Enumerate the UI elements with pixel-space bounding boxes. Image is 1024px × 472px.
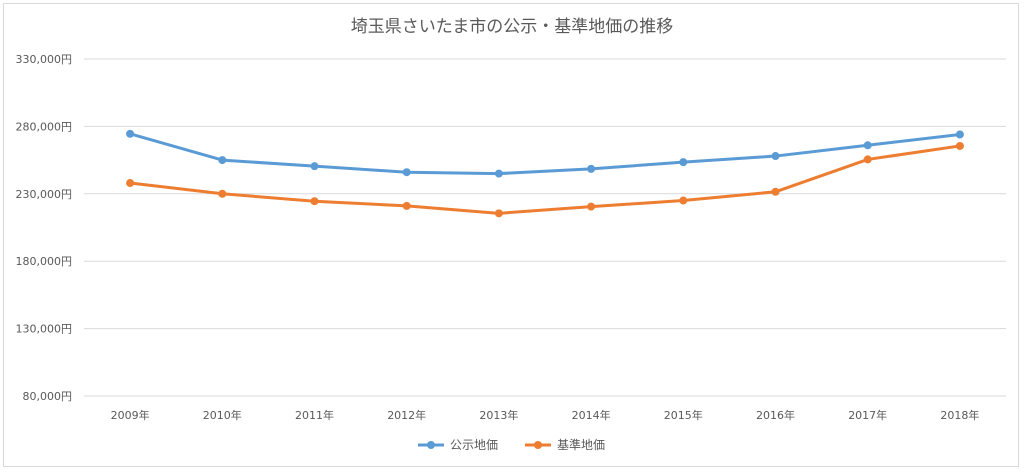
y-tick-label: 280,000円: [16, 120, 73, 133]
x-tick-label: 2011年: [295, 408, 334, 422]
series-line-1: [128, 144, 962, 215]
x-tick-label: 2009年: [111, 408, 150, 422]
data-point: [955, 141, 964, 150]
data-point: [863, 141, 872, 150]
data-point: [771, 152, 780, 161]
data-point: [863, 155, 872, 164]
x-tick-label: 2010年: [203, 408, 242, 422]
data-point: [494, 209, 503, 218]
data-point: [310, 197, 319, 206]
x-tick-label: 2017年: [848, 408, 887, 422]
x-tick-label: 2013年: [479, 408, 518, 422]
x-tick-label: 2012年: [387, 408, 426, 422]
legend-label: 公示地価: [450, 438, 498, 452]
chart-title: 埼玉県さいたま市の公示・基準地価の推移: [351, 17, 674, 37]
series-group: [126, 129, 964, 218]
x-tick-label: 2018年: [940, 408, 979, 422]
y-tick-label: 330,000円: [16, 53, 73, 66]
data-point: [587, 202, 596, 211]
x-axis-ticks: 2009年 2010年 2011年 2012年 2013年 2014年 2015年 2016年…: [111, 408, 980, 422]
data-point: [679, 158, 688, 167]
data-point: [402, 201, 411, 210]
y-tick-label: 130,000円: [16, 323, 73, 336]
x-tick-label: 2014年: [572, 408, 611, 422]
data-point: [310, 162, 319, 171]
legend-swatch-marker: [534, 441, 542, 449]
data-point: [679, 196, 688, 205]
x-tick-label: 2016年: [756, 408, 795, 422]
data-point: [955, 130, 964, 139]
data-point: [771, 187, 780, 196]
data-point: [402, 168, 411, 177]
y-tick-label: 230,000円: [16, 188, 73, 201]
y-tick-label: 80,000円: [23, 390, 73, 403]
data-point: [587, 164, 596, 173]
data-point: [126, 129, 135, 138]
data-point: [218, 189, 227, 198]
gridlines: [84, 58, 1006, 397]
legend-swatch-marker: [427, 441, 435, 449]
y-axis-ticks: 80,000円 130,000円 180,000円 230,000円 280,000円 3…: [16, 53, 73, 403]
y-tick-label: 180,000円: [16, 255, 73, 268]
x-tick-label: 2015年: [664, 408, 703, 422]
chart-frame: [3, 3, 1019, 467]
legend: 公示地価 基準地価: [418, 437, 605, 452]
data-point: [218, 156, 227, 165]
data-point: [126, 179, 135, 188]
data-point: [494, 169, 503, 178]
legend-label: 基準地価: [557, 437, 605, 452]
series-line-0: [128, 132, 962, 176]
